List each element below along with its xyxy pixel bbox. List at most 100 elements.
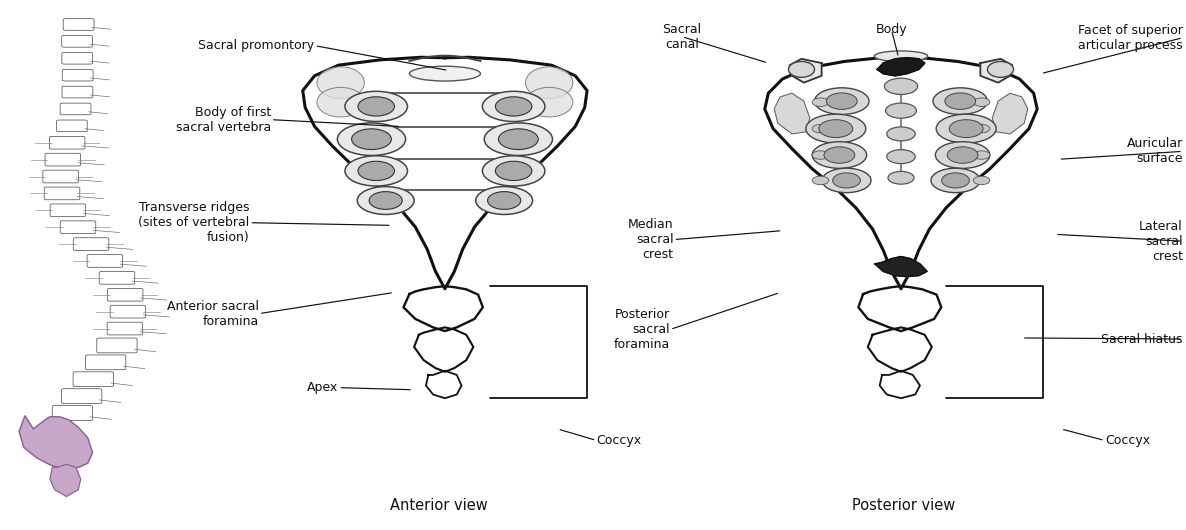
- Text: Anterior sacral
foramina: Anterior sacral foramina: [167, 299, 259, 328]
- Polygon shape: [880, 370, 920, 398]
- Ellipse shape: [345, 156, 408, 186]
- Ellipse shape: [476, 187, 533, 215]
- Text: Posterior view: Posterior view: [852, 498, 955, 514]
- Ellipse shape: [317, 87, 364, 117]
- Ellipse shape: [936, 114, 996, 143]
- Polygon shape: [993, 93, 1028, 134]
- Ellipse shape: [886, 103, 917, 118]
- Ellipse shape: [824, 147, 855, 163]
- Text: Auricular
surface: Auricular surface: [1127, 137, 1182, 165]
- Ellipse shape: [337, 123, 406, 155]
- FancyBboxPatch shape: [97, 338, 138, 353]
- Ellipse shape: [988, 61, 1014, 77]
- Polygon shape: [868, 328, 932, 372]
- Ellipse shape: [805, 114, 866, 143]
- FancyBboxPatch shape: [62, 388, 102, 403]
- Ellipse shape: [484, 123, 553, 155]
- Ellipse shape: [812, 176, 829, 184]
- Ellipse shape: [369, 192, 402, 209]
- Ellipse shape: [949, 120, 983, 138]
- Text: Body of first
sacral vertebra: Body of first sacral vertebra: [176, 105, 270, 134]
- Ellipse shape: [487, 192, 521, 209]
- Ellipse shape: [827, 93, 857, 109]
- Ellipse shape: [498, 129, 538, 149]
- Ellipse shape: [789, 61, 815, 77]
- Ellipse shape: [887, 127, 916, 141]
- Polygon shape: [790, 59, 822, 83]
- Ellipse shape: [345, 91, 408, 121]
- Ellipse shape: [358, 161, 395, 181]
- FancyBboxPatch shape: [110, 305, 146, 318]
- Text: Coccyx: Coccyx: [597, 434, 642, 447]
- Ellipse shape: [948, 147, 978, 163]
- Text: Transverse ridges
(sites of vertebral
fusion): Transverse ridges (sites of vertebral fu…: [139, 201, 249, 244]
- Ellipse shape: [483, 91, 544, 121]
- Text: Sacral
canal: Sacral canal: [662, 23, 701, 51]
- Ellipse shape: [525, 67, 573, 99]
- FancyBboxPatch shape: [45, 153, 81, 166]
- Polygon shape: [403, 286, 483, 331]
- Ellipse shape: [812, 151, 829, 160]
- Ellipse shape: [357, 187, 414, 215]
- Ellipse shape: [887, 149, 916, 164]
- Text: Median
sacral
crest: Median sacral crest: [627, 218, 674, 261]
- Polygon shape: [875, 257, 927, 277]
- Ellipse shape: [358, 97, 395, 116]
- Ellipse shape: [496, 97, 531, 116]
- Text: Posterior
sacral
foramina: Posterior sacral foramina: [613, 308, 670, 351]
- Polygon shape: [774, 93, 810, 134]
- Ellipse shape: [874, 51, 927, 61]
- Ellipse shape: [409, 66, 480, 81]
- FancyBboxPatch shape: [60, 221, 96, 234]
- Text: Apex: Apex: [307, 381, 338, 394]
- Polygon shape: [426, 370, 461, 398]
- FancyBboxPatch shape: [87, 254, 122, 267]
- Polygon shape: [50, 464, 81, 497]
- FancyBboxPatch shape: [57, 120, 88, 131]
- Ellipse shape: [931, 168, 980, 192]
- FancyBboxPatch shape: [62, 52, 93, 64]
- Ellipse shape: [815, 88, 869, 114]
- Polygon shape: [981, 59, 1013, 83]
- Ellipse shape: [818, 120, 853, 138]
- FancyBboxPatch shape: [62, 86, 93, 98]
- Ellipse shape: [974, 176, 990, 184]
- Text: Sacral hiatus: Sacral hiatus: [1102, 332, 1182, 346]
- Text: Sacral promontory: Sacral promontory: [198, 39, 314, 52]
- FancyBboxPatch shape: [74, 372, 114, 386]
- Ellipse shape: [317, 67, 364, 99]
- Ellipse shape: [483, 156, 544, 186]
- FancyBboxPatch shape: [60, 103, 91, 115]
- FancyBboxPatch shape: [43, 170, 78, 183]
- Ellipse shape: [885, 78, 918, 94]
- FancyBboxPatch shape: [62, 36, 93, 47]
- Ellipse shape: [974, 151, 990, 160]
- FancyBboxPatch shape: [50, 204, 85, 217]
- FancyBboxPatch shape: [63, 69, 94, 81]
- Ellipse shape: [974, 98, 990, 107]
- Polygon shape: [414, 328, 473, 372]
- Ellipse shape: [812, 98, 829, 107]
- Polygon shape: [859, 286, 942, 331]
- FancyBboxPatch shape: [50, 136, 85, 149]
- FancyBboxPatch shape: [108, 288, 144, 301]
- Ellipse shape: [974, 125, 990, 133]
- Ellipse shape: [525, 87, 573, 117]
- Ellipse shape: [822, 168, 871, 192]
- Text: Body: Body: [875, 23, 907, 36]
- FancyBboxPatch shape: [85, 355, 126, 370]
- Polygon shape: [878, 58, 925, 76]
- FancyBboxPatch shape: [107, 322, 142, 335]
- Ellipse shape: [933, 88, 988, 114]
- FancyBboxPatch shape: [100, 271, 135, 284]
- FancyBboxPatch shape: [44, 187, 79, 200]
- Text: Coccyx: Coccyx: [1104, 434, 1150, 447]
- Ellipse shape: [496, 161, 531, 181]
- Ellipse shape: [351, 129, 391, 149]
- Ellipse shape: [945, 93, 976, 109]
- FancyBboxPatch shape: [52, 405, 93, 420]
- Ellipse shape: [833, 173, 860, 188]
- Ellipse shape: [942, 173, 969, 188]
- Text: Anterior view: Anterior view: [390, 498, 487, 514]
- Polygon shape: [302, 57, 587, 289]
